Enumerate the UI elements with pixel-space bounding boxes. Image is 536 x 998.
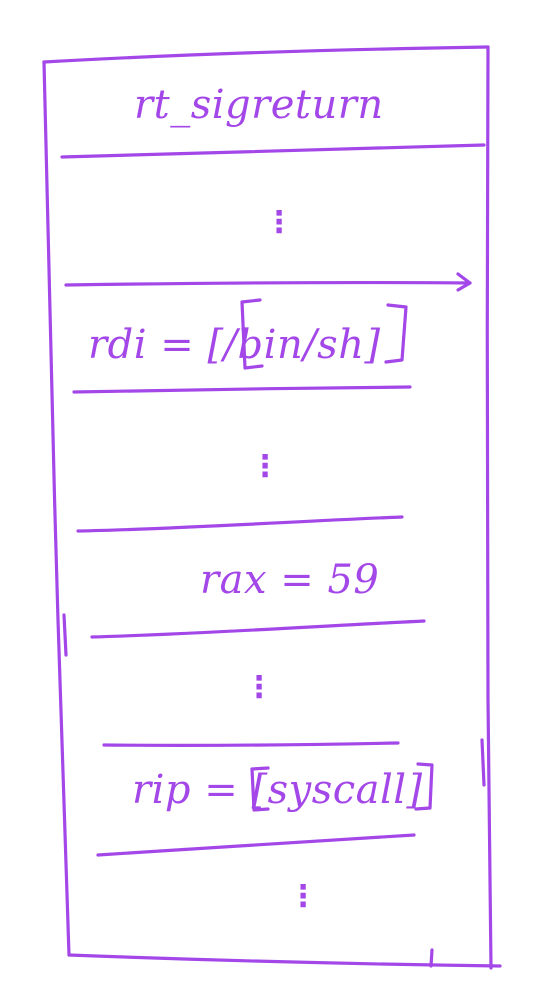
stack-frame-box bbox=[42, 45, 502, 970]
bracket-left-bin-sh bbox=[240, 298, 264, 370]
divider-line bbox=[72, 385, 412, 394]
gap-ellipsis: ⋮ bbox=[250, 449, 280, 484]
slot-dividers bbox=[60, 143, 486, 857]
gap-ellipsis: ⋮ bbox=[244, 670, 274, 705]
bracket-right-syscall bbox=[414, 762, 434, 811]
register-rdi-label: rdi = [/bin/sh] bbox=[88, 322, 381, 368]
gap-ellipsis: ⋮ bbox=[288, 879, 318, 914]
divider-line bbox=[96, 833, 416, 857]
divider-line bbox=[76, 515, 404, 533]
bracket-left-syscall bbox=[250, 766, 270, 812]
box-right-edge bbox=[485, 45, 493, 970]
divider-line bbox=[102, 741, 400, 747]
box-bottom-edge bbox=[67, 953, 502, 968]
divider-line bbox=[60, 143, 486, 159]
box-left-stroke-mark bbox=[62, 613, 68, 657]
value-brackets bbox=[240, 298, 434, 812]
frame-title: rt_sigreturn bbox=[134, 82, 384, 128]
box-right-stroke-mark bbox=[480, 738, 486, 787]
gap-ellipsis: ⋮ bbox=[264, 205, 294, 240]
divider-line bbox=[64, 281, 472, 287]
box-left-edge bbox=[42, 60, 71, 957]
bracket-right-bin-sh bbox=[384, 303, 408, 364]
box-bottom-tick bbox=[429, 948, 434, 968]
divider-line bbox=[90, 619, 426, 639]
register-rip-label: rip = [syscall] bbox=[132, 767, 423, 813]
register-rax-label: rax = 59 bbox=[200, 557, 379, 603]
box-top-edge bbox=[42, 45, 490, 64]
